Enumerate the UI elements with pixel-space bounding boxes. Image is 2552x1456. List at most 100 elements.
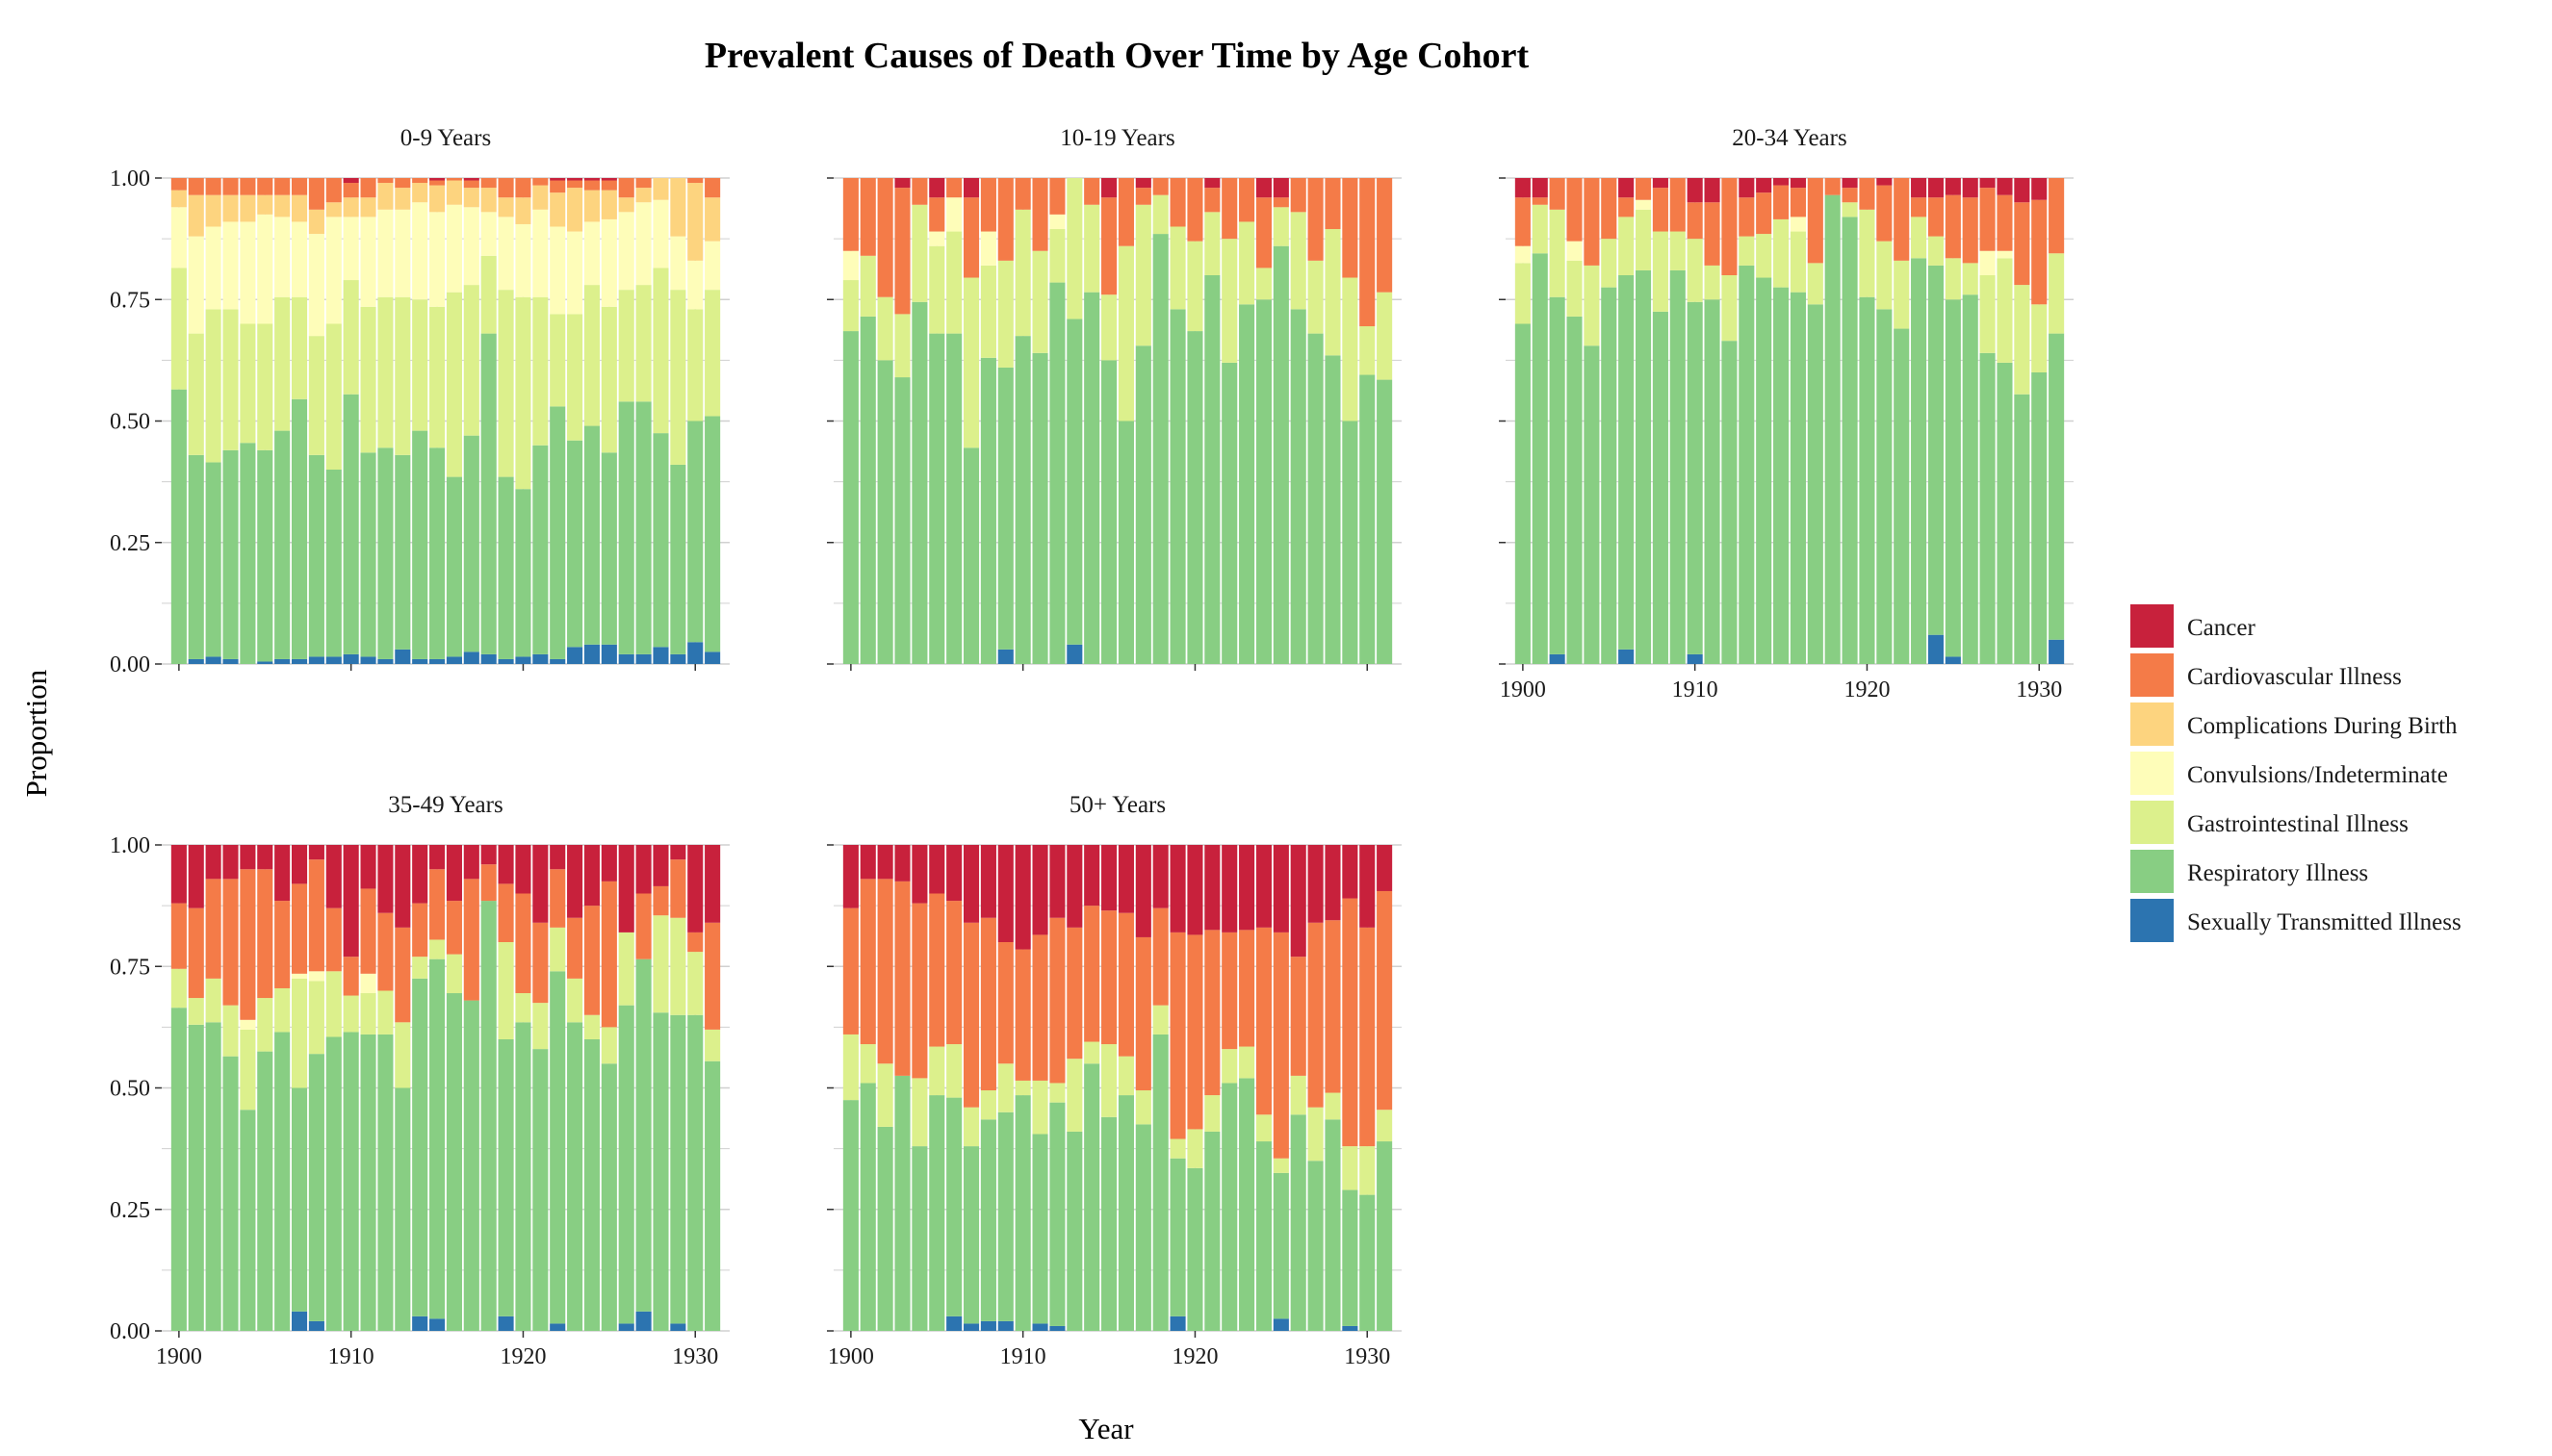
bar-segment (205, 226, 221, 310)
bar-segment (360, 197, 376, 217)
bar-segment (653, 433, 669, 648)
bar-segment (583, 644, 601, 664)
bar-segment (1170, 309, 1186, 664)
bar-segment (1032, 1080, 1048, 1135)
y-axis-title: Proportion (19, 669, 53, 797)
bar-segment (1101, 1044, 1118, 1117)
bar-segment (567, 978, 583, 1023)
bar-segment (1859, 178, 1875, 210)
bar-segment (1773, 185, 1790, 219)
bar-segment (1377, 379, 1393, 664)
bar-segment (395, 188, 411, 210)
bar-segment (257, 178, 273, 195)
bar-segment (2049, 639, 2065, 664)
bar-segment (308, 336, 324, 455)
bar-segment (222, 194, 239, 222)
legend-item: Gastrointestinal Illness (2130, 801, 2409, 844)
bar-segment (1842, 188, 1858, 203)
x-tick-label: 1900 (1500, 677, 1546, 702)
bar-segment (1669, 178, 1686, 232)
bar-segment (1084, 906, 1100, 1042)
bar-segment (1118, 845, 1134, 913)
bar-segment (946, 178, 963, 198)
legend-item: Cancer (2130, 604, 2256, 648)
bar-segment (1152, 845, 1169, 908)
bar-segment (1739, 197, 1755, 237)
bar-segment (377, 447, 394, 659)
x-tick-label: 1910 (328, 1344, 374, 1369)
bar-segment (1756, 178, 1772, 193)
bar-segment (1307, 1107, 1324, 1162)
bar-segment (429, 939, 446, 959)
bar-segment (1894, 178, 1910, 261)
bar-segment (205, 879, 221, 979)
bar-segment (1927, 634, 1945, 664)
bar-segment (963, 447, 980, 664)
bar-segment (550, 406, 566, 659)
bar-segment (997, 1063, 1014, 1112)
bar-segment (274, 430, 291, 659)
bar-segment (1859, 209, 1875, 297)
bar-segment (360, 306, 376, 453)
bar-segment (291, 194, 308, 222)
bar-segment (1222, 1083, 1238, 1331)
bar-segment (618, 197, 634, 213)
bar-segment (1325, 1119, 1341, 1331)
bar-segment (997, 260, 1014, 368)
bar-segment (583, 1014, 601, 1039)
bar-segment (583, 178, 601, 181)
bar-segment (1135, 1124, 1151, 1331)
bar-segment (429, 845, 446, 870)
bar-segment (377, 209, 394, 297)
bar-segment (1342, 898, 1358, 1147)
bar-segment (1532, 204, 1548, 254)
legend-label: Gastrointestinal Illness (2187, 811, 2409, 837)
bar-segment (1377, 845, 1393, 891)
bar-segment (963, 845, 980, 923)
bar-segment (446, 954, 462, 994)
bar-segment (498, 1039, 514, 1316)
bar-segment (412, 183, 428, 203)
bar-segment (1239, 178, 1255, 222)
bar-segment (980, 178, 996, 232)
bar-segment (635, 653, 652, 664)
bar-segment (532, 845, 549, 923)
y-tick-label: 1.00 (110, 166, 150, 192)
bar-segment (860, 1083, 876, 1331)
bar-segment (480, 333, 497, 654)
bar-segment (1032, 1323, 1048, 1331)
bar-segment (1721, 178, 1738, 275)
bar-segment (583, 906, 601, 1015)
bar-segment (1911, 197, 1927, 217)
bar-segment (291, 398, 308, 659)
bar-segment (429, 178, 446, 181)
bar-segment (1704, 202, 1720, 266)
bar-segment (1222, 932, 1238, 1050)
bar-segment (1359, 927, 1376, 1147)
bar-segment (1101, 910, 1118, 1045)
bar-segment (515, 893, 531, 994)
bar-segment (929, 333, 945, 664)
bar-segment (1273, 178, 1289, 198)
bar-segment (170, 268, 187, 390)
bar-segment (1807, 263, 1823, 305)
bar-segment (188, 1024, 204, 1331)
bar-segment (1187, 331, 1203, 664)
bar-segment (463, 180, 479, 189)
bar-segment (601, 845, 617, 881)
bar-segment (1152, 194, 1169, 235)
bar-segment (705, 845, 721, 923)
bar-segment (1325, 845, 1341, 921)
bar-segment (1824, 178, 1841, 195)
bar-segment (257, 661, 273, 664)
bar-segment (463, 435, 479, 652)
bar-segment (929, 178, 945, 198)
bar-segment (1549, 296, 1565, 654)
bar-segment (1170, 932, 1186, 1139)
bar-segment (705, 178, 721, 198)
bar-segment (498, 476, 514, 659)
bar-segment (929, 893, 945, 1047)
bar-segment (291, 845, 308, 884)
bar-segment (1514, 245, 1531, 264)
bar-segment (550, 226, 566, 315)
